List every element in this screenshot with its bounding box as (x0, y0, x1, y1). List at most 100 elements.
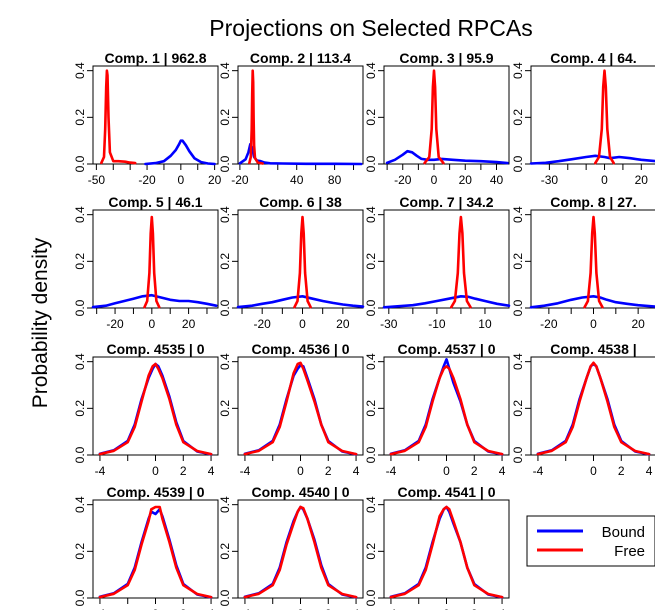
y-tick-label: 0.0 (73, 155, 87, 172)
y-tick-label: 0.2 (73, 400, 87, 417)
x-tick-label: -4 (386, 464, 397, 478)
x-tick-label: 0 (431, 173, 438, 187)
y-tick-label: 0.0 (218, 299, 232, 316)
panel-10: Comp. 4536 | 0 -4 0 2 4 0.2 0.4 (218, 341, 364, 478)
series-line-free (143, 215, 161, 309)
panel-14: Comp. 4540 | 0 -4 0 2 4 0.0 0.2 0.4 (218, 484, 364, 610)
x-tick-label: 4 (208, 464, 215, 478)
y-tick-label: 0.4 (511, 206, 525, 223)
x-tick-label: -20 (394, 173, 412, 187)
panel-frame (92, 209, 219, 309)
y-tick-label: 0.2 (73, 253, 87, 270)
figure-title: Projections on Selected RPCAs (209, 15, 532, 41)
x-tick-label: 20 (635, 173, 649, 187)
series-line-bound (529, 294, 655, 309)
y-tick-label: 0.4 (511, 62, 525, 79)
series-line-bound (98, 507, 213, 599)
panel-title: Comp. 4537 | 0 (397, 341, 495, 357)
panel-2: Comp. 2 | 113.4 -20 40 80 0.0 0.2 0.4 (218, 50, 364, 187)
x-tick-label: -20 (106, 317, 124, 331)
x-tick-label: -4 (240, 464, 251, 478)
series-line-free (536, 361, 651, 456)
x-tick-label: 40 (490, 173, 504, 187)
y-tick-label: 0.0 (364, 299, 378, 316)
panel-15: Comp. 4541 | 0 -4 0 2 4 0.0 0.2 0.4 (364, 484, 510, 610)
panel-9: Comp. 4535 | 0 -4 0 2 4 0.0 0.2 0.4 (73, 341, 219, 478)
y-tick-label: 0.4 (364, 206, 378, 223)
y-tick-label: 0.4 (364, 496, 378, 513)
panel-frame (383, 65, 510, 165)
y-tick-label: 0.4 (73, 353, 87, 370)
panel-12: Comp. 4538 | -4 0 2 4 0.0 0.2 0.4 (511, 341, 655, 478)
x-tick-label: -30 (380, 317, 398, 331)
y-tick-label: 0.0 (218, 589, 232, 606)
panel-frame (92, 65, 219, 165)
x-tick-label: 20 (459, 173, 473, 187)
series-line-bound (385, 149, 509, 165)
panel-title: Comp. 4538 | (550, 341, 636, 357)
panel-title: Comp. 2 | 113.4 (250, 50, 351, 66)
x-tick-label: -4 (533, 464, 544, 478)
y-tick-label: 0.4 (364, 353, 378, 370)
panel-6: Comp. 6 | 38 -20 0 20 0.0 0.2 0.4 (218, 194, 365, 331)
panel-title: Comp. 4540 | 0 (251, 484, 349, 500)
panel-8: Comp. 8 | 27. -20 0 20 0.0 0.2 0.4 (511, 194, 655, 331)
y-tick-label: 0.0 (364, 155, 378, 172)
x-tick-label: -50 (88, 173, 106, 187)
x-tick-label: 2 (325, 607, 332, 610)
x-tick-label: 0 (590, 317, 597, 331)
y-tick-label: 0.2 (218, 253, 232, 270)
panel-frame (237, 65, 364, 165)
y-tick-label: 0.2 (364, 253, 378, 270)
x-tick-label: 2 (618, 464, 625, 478)
y-tick-label: 0.2 (364, 400, 378, 417)
legend: Bound Free (526, 515, 655, 567)
x-tick-label: 4 (499, 607, 506, 610)
panel-frame (530, 65, 655, 165)
y-tick-label: 0.2 (218, 400, 232, 417)
series-line-bound (236, 294, 365, 309)
x-tick-label: 4 (353, 464, 360, 478)
y-tick-label: 0.4 (73, 496, 87, 513)
y-tick-label: 0.0 (511, 446, 525, 463)
x-tick-label: 0 (590, 464, 597, 478)
y-tick-label: 0.4 (218, 62, 232, 79)
panel-13: Comp. 4539 | 0 -4 0 2 4 0.0 0.2 0.4 (73, 484, 219, 610)
legend-label-bound: Bound (602, 524, 645, 541)
x-tick-label: 20 (336, 317, 350, 331)
y-tick-label: 0.0 (511, 155, 525, 172)
x-tick-label: 2 (180, 464, 187, 478)
y-tick-label: 0.0 (73, 299, 87, 316)
series-line-bound (144, 139, 216, 166)
panel-title: Comp. 5 | 46.1 (108, 194, 202, 210)
series-line-free (98, 505, 213, 599)
x-tick-label: 2 (471, 607, 478, 610)
x-tick-label: 0 (443, 464, 450, 478)
y-tick-label: 0.2 (511, 400, 525, 417)
panel-title: Comp. 4 | 64. (550, 50, 636, 66)
x-tick-label: 2 (471, 464, 478, 478)
series-line-free (243, 361, 358, 456)
y-tick-label: 0.0 (73, 446, 87, 463)
series-line-free (98, 362, 213, 456)
x-tick-label: 0 (297, 464, 304, 478)
panel-frame (237, 499, 364, 599)
series-line-bound (98, 362, 213, 456)
panel-3: Comp. 3 | 95.9 -20 0 20 40 0.0 0.2 0.4 (364, 50, 510, 187)
panel-frame (530, 356, 655, 456)
y-tick-label: 0.2 (511, 109, 525, 126)
y-tick-label: 0.4 (73, 206, 87, 223)
y-tick-label: 0.0 (364, 589, 378, 606)
y-tick-label: 0.0 (218, 155, 232, 172)
series-line-free (423, 69, 445, 165)
panel-7: Comp. 7 | 34.2 -30 -10 10 0.0 0.2 0.4 (364, 194, 511, 331)
series-line-free (389, 505, 504, 599)
series-line-bound (243, 363, 358, 456)
panel-title: Comp. 4535 | 0 (106, 341, 204, 357)
panel-title: Comp. 3 | 95.9 (399, 50, 493, 66)
panel-title: Comp. 1 | 962.8 (105, 50, 207, 66)
x-tick-label: 2 (180, 607, 187, 610)
x-tick-label: 0 (443, 607, 450, 610)
x-tick-label: 20 (631, 317, 645, 331)
